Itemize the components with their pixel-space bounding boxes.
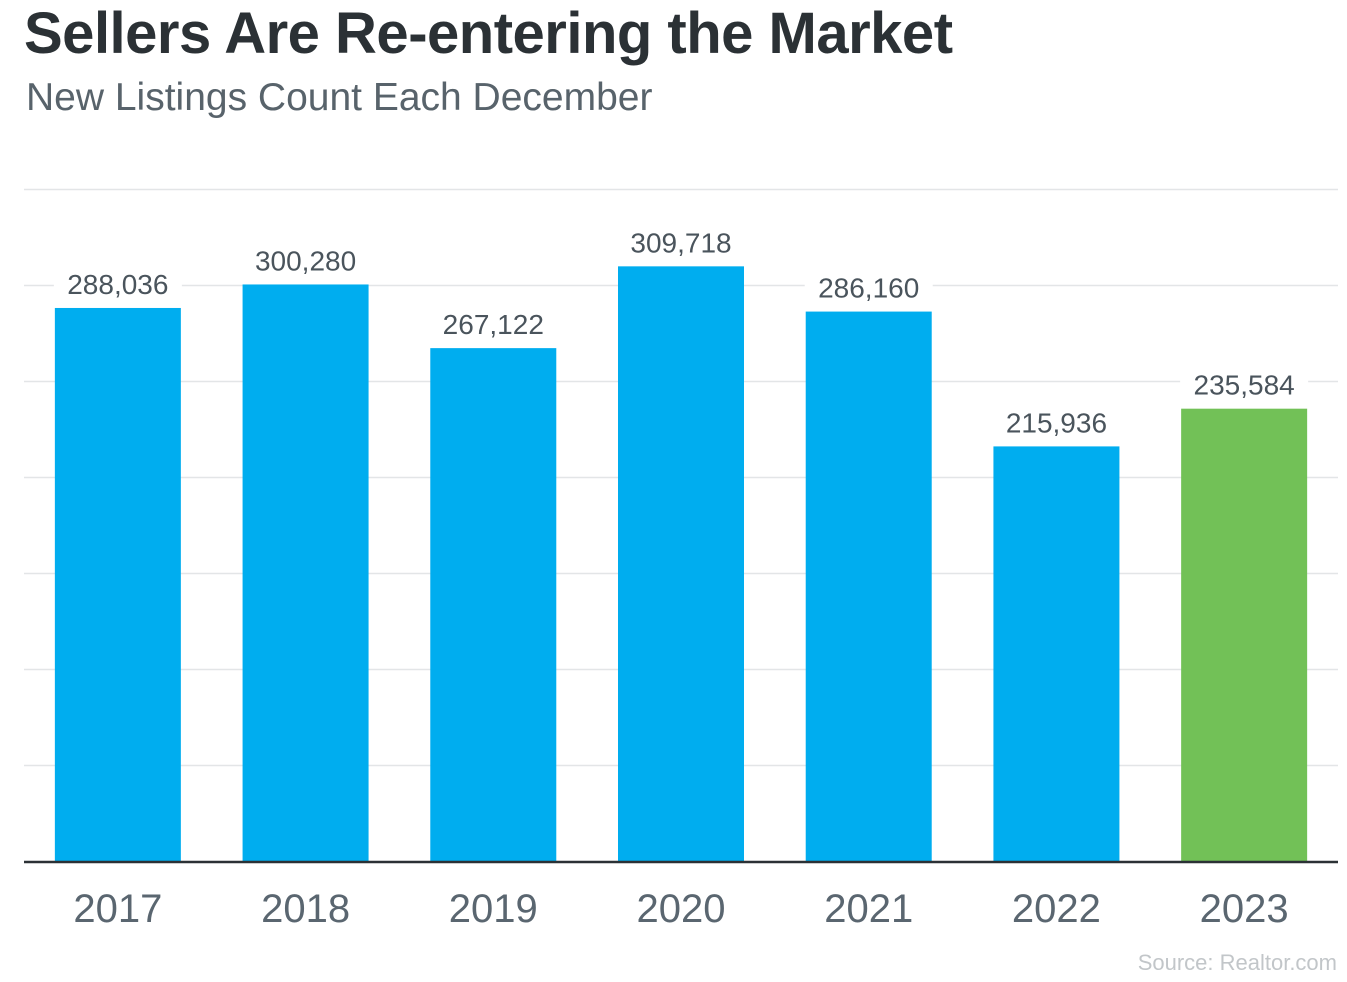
bar-2017 — [54, 307, 181, 861]
source-note: Source: Realtor.com — [1137, 950, 1337, 975]
value-label-background — [241, 246, 370, 279]
value-label-2018: 300,280 — [255, 245, 356, 276]
x-tick-labels: 2017 2018 2019 2020 2021 2022 2023 — [73, 887, 1288, 931]
value-labels: 288,036 300,280 267,122 309,718 286,160 215,9… — [53, 227, 1309, 441]
value-label-background — [617, 228, 745, 261]
bar-2022 — [993, 446, 1120, 861]
chart-title: Sellers Are Re-entering the Market — [24, 1, 953, 66]
x-tick-2021: 2021 — [824, 887, 913, 931]
value-label-2019: 267,122 — [443, 309, 544, 340]
value-label-background — [804, 273, 933, 306]
x-tick-2022: 2022 — [1012, 887, 1101, 931]
bar-2023 — [1181, 408, 1308, 861]
x-tick-2023: 2023 — [1200, 887, 1289, 931]
value-label-background — [992, 408, 1121, 441]
bar-2019 — [430, 348, 557, 862]
value-label-2023: 235,584 — [1194, 370, 1295, 401]
value-label-2021: 286,160 — [818, 273, 919, 304]
value-label-2022: 215,936 — [1006, 407, 1107, 438]
bars — [54, 266, 1308, 862]
x-tick-2020: 2020 — [637, 887, 726, 931]
x-tick-2019: 2019 — [449, 887, 538, 931]
chart-subtitle: New Listings Count Each December — [26, 76, 653, 119]
x-tick-2018: 2018 — [261, 887, 350, 931]
value-label-background — [53, 269, 182, 302]
bar-2018 — [242, 284, 369, 861]
value-label-2020: 309,718 — [630, 227, 731, 258]
value-label-background — [1180, 370, 1309, 403]
x-tick-2017: 2017 — [73, 887, 162, 931]
bar-2020 — [618, 266, 744, 861]
bar-2021 — [805, 311, 932, 861]
value-label-background — [429, 310, 558, 343]
value-label-2017: 288,036 — [67, 269, 168, 300]
